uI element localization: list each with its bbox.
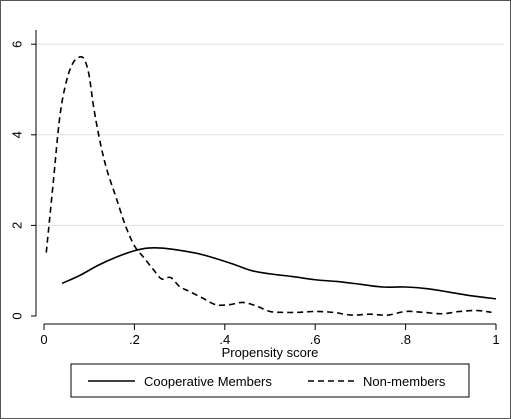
legend: Cooperative Members Non-members <box>70 363 470 398</box>
y-tick-label: 6 <box>9 41 24 48</box>
grid-lines <box>36 43 504 226</box>
series-line-non-members <box>45 55 492 316</box>
y-tick-label: 0 <box>9 312 24 319</box>
x-axis-title: Propensity score <box>222 345 319 360</box>
ticks: 0 2 4 6 0 .2 .4 .6 .8 1 <box>9 41 499 347</box>
series-lines <box>45 55 497 316</box>
plot-region <box>36 16 504 324</box>
series-line-cooperative-members <box>61 246 497 300</box>
x-tick-label: .2 <box>129 332 140 347</box>
x-tick-label: 0 <box>40 332 47 347</box>
x-tick-label: .4 <box>219 332 230 347</box>
x-tick-label: .8 <box>400 332 411 347</box>
y-tick-label: 2 <box>9 222 24 229</box>
y-tick-label: 4 <box>9 131 24 138</box>
axes <box>35 30 496 325</box>
x-tick-label: .6 <box>310 332 321 347</box>
legend-box <box>70 363 470 398</box>
legend-label-cooperative-members: Cooperative Members <box>144 374 272 389</box>
legend-label-non-members: Non-members <box>363 374 446 389</box>
x-tick-label: 1 <box>492 332 499 347</box>
